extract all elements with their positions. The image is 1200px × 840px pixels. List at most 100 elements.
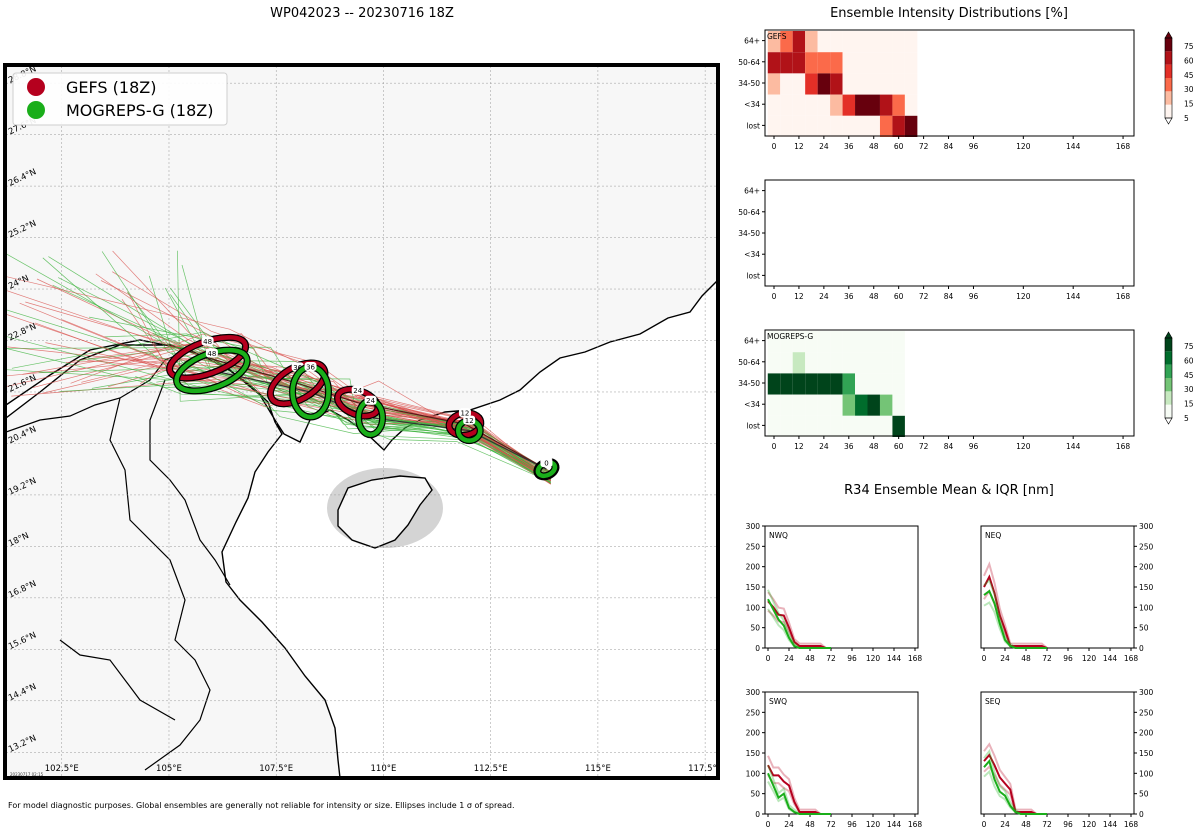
intensity-cell: [842, 31, 856, 53]
intensity-cell: [855, 331, 868, 353]
intensity-cell: [805, 31, 818, 53]
intensity-cell: [805, 352, 818, 374]
legend-box: [12, 72, 228, 126]
intensity-cell: [842, 394, 856, 416]
intensity-cell: [879, 31, 893, 53]
intensity-cell: [767, 331, 781, 353]
intensity-cell: [830, 73, 843, 95]
intensity-cell: [855, 352, 868, 374]
r34-y-label: 300: [746, 522, 761, 531]
tau-label: 48: [207, 350, 216, 358]
colorbar-tick-label: 30: [1184, 385, 1194, 394]
r34-x-label: 24: [784, 654, 794, 663]
intensity-x-label: 96: [969, 292, 979, 301]
intensity-cell: [855, 373, 868, 395]
lon-tick-label: 117.5°E: [688, 764, 722, 774]
r34-x-label: 120: [1082, 654, 1097, 663]
r34-panel-label: NEQ: [985, 531, 1001, 540]
intensity-cell: [817, 331, 831, 353]
r34-y-label: 150: [1139, 749, 1154, 758]
r34-y-label: 300: [1139, 688, 1154, 697]
r34-mogreps-mean: [767, 598, 831, 649]
legend-label-mogreps: MOGREPS-G (18Z): [66, 101, 213, 120]
intensity-cell: [817, 352, 831, 374]
colorbar-min-arrow: [1164, 417, 1173, 425]
colorbar-tick-label: 75: [1184, 342, 1194, 351]
intensity-cell: [817, 415, 831, 437]
colorbar-frame: [1164, 37, 1173, 119]
r34-x-label: 168: [908, 654, 923, 663]
intensity-cell: [805, 115, 818, 137]
tau-label-bg: [364, 395, 377, 405]
intensity-cell: [792, 73, 806, 95]
intensity-cell: [879, 73, 893, 95]
legend-marker-gefs: [27, 78, 45, 96]
colorbar-max-arrow: [1164, 331, 1173, 339]
r34-mogreps-mean: [983, 759, 1047, 815]
intensity-cell: [830, 415, 843, 437]
intensity-cell: [805, 52, 818, 74]
r34-x-label: 168: [1124, 654, 1139, 663]
intensity-row-label: <34: [744, 100, 760, 109]
intensity-cell: [817, 31, 831, 53]
intensity-cell: [855, 394, 868, 416]
r34-y-label: 0: [1139, 644, 1144, 653]
r34-x-label: 0: [982, 654, 987, 663]
intensity-x-label: 168: [1116, 292, 1131, 301]
colorbar-swatch: [1165, 351, 1172, 365]
colorbar-tick-label: 5: [1184, 114, 1189, 123]
r34-x-label: 72: [826, 820, 836, 829]
r34-x-label: 120: [866, 654, 881, 663]
intensity-cell: [792, 352, 806, 374]
r34-y-label: 250: [1139, 542, 1154, 551]
intensity-row-label: 64+: [744, 37, 760, 46]
intensity-panels: GEFS 64+ 50-64 34-50 <34 lost 0 12 24 36 48 60 72 84 9…: [738, 29, 1194, 451]
intensity-cell: [879, 352, 893, 374]
intensity-cell: [830, 373, 843, 395]
intensity-cell: [904, 115, 918, 137]
intensity-cell: [842, 115, 856, 137]
intensity-cell: [780, 94, 793, 116]
map-inner: 001212242436364848102.5°E105°E107.5°E110…: [6, 66, 722, 778]
intensity-cell: [805, 373, 818, 395]
tau-label: 36: [306, 363, 315, 371]
intensity-cell: [892, 52, 905, 74]
intensity-x-label: 96: [969, 442, 979, 451]
intensity-x-label: 72: [919, 142, 929, 151]
intensity-cell: [842, 94, 856, 116]
r34-x-label: 24: [1000, 820, 1010, 829]
r34-panel-frame: [764, 525, 919, 649]
r34-y-label: 0: [755, 810, 760, 819]
intensity-cell: [767, 94, 781, 116]
intensity-cell: [892, 331, 905, 353]
r34-mogreps-mean: [983, 589, 1047, 649]
r34-y-label: 50: [750, 624, 760, 633]
r34-iqr-upper: [983, 561, 1048, 649]
lon-tick-label: 102.5°E: [45, 764, 79, 774]
intensity-row-label: 34-50: [738, 379, 760, 388]
intensity-cell: [767, 52, 781, 74]
lon-tick-label: 115°E: [585, 764, 611, 774]
intensity-cell: [842, 352, 856, 374]
lon-tick-label: 110°E: [371, 764, 397, 774]
intensity-x-label: 60: [894, 442, 904, 451]
mogreps-member-track: [48, 256, 551, 484]
intensity-x-label: 0: [772, 142, 777, 151]
r34-x-label: 48: [1021, 654, 1031, 663]
figure-title: WP042023 -- 20230716 18Z: [270, 6, 454, 21]
intensity-panel-bg: [765, 180, 1134, 286]
intensity-cell: [830, 115, 843, 137]
intensity-cell: [830, 52, 843, 74]
r34-x-label: 96: [1063, 820, 1073, 829]
r34-y-label: 200: [746, 729, 761, 738]
gefs-ellipse: [268, 360, 328, 407]
intensity-cell: [867, 415, 880, 437]
tau-label-bg: [201, 336, 214, 346]
colorbar-tick-label: 45: [1184, 71, 1194, 80]
r34-x-label: 72: [1042, 654, 1052, 663]
r34-panel-label: SWQ: [769, 697, 787, 706]
hainan-island: [337, 475, 433, 549]
intensity-cell: [792, 331, 806, 353]
intensity-x-label: 48: [869, 442, 879, 451]
